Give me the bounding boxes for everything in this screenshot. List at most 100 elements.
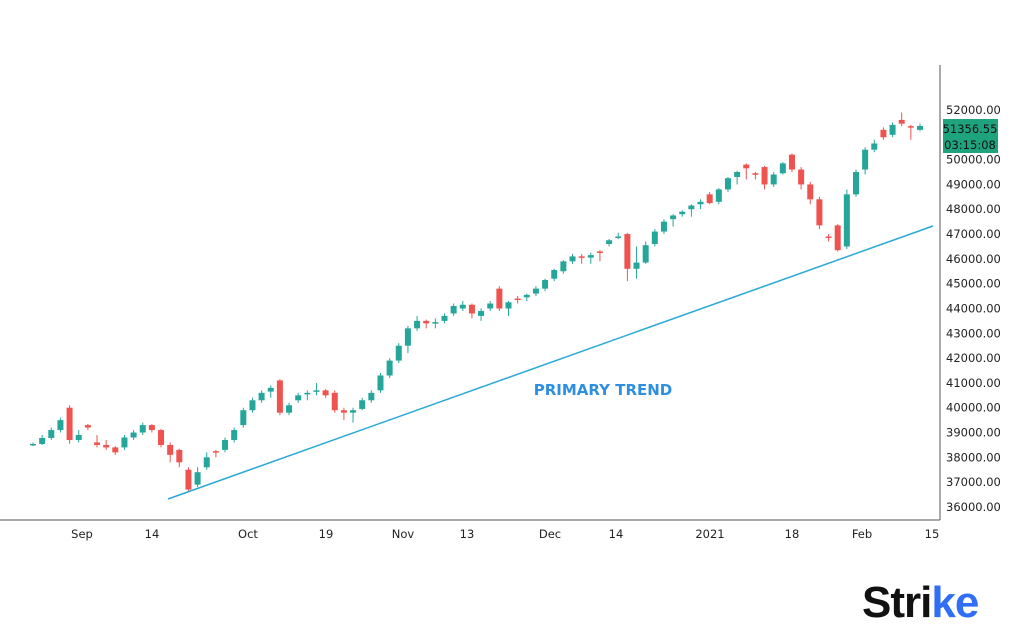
candle xyxy=(679,210,686,217)
candle xyxy=(30,442,36,447)
x-tick-label: 2021 xyxy=(695,527,724,541)
y-tick-label: 46000.00 xyxy=(946,252,1001,266)
candle-body xyxy=(313,390,320,392)
candle-body xyxy=(240,410,247,426)
candle-body xyxy=(478,310,485,316)
candle xyxy=(852,169,859,197)
x-tick-label: Dec xyxy=(539,527,561,541)
candle-body xyxy=(450,305,457,314)
candle xyxy=(624,232,631,282)
candle-body xyxy=(761,167,768,185)
candle-body xyxy=(121,437,128,448)
candle-body xyxy=(706,194,713,204)
y-tick-label: 41000.00 xyxy=(946,376,1001,390)
candle-body xyxy=(30,443,36,446)
y-tick-label: 44000.00 xyxy=(946,301,1001,315)
candle-body xyxy=(862,149,869,170)
candle-body xyxy=(816,199,823,226)
candle-body xyxy=(231,430,238,440)
candle xyxy=(642,241,649,264)
candle xyxy=(148,423,155,433)
candle xyxy=(770,172,777,187)
candle xyxy=(734,170,741,185)
candle xyxy=(249,397,256,413)
candle-body xyxy=(267,387,274,392)
candle xyxy=(496,286,503,311)
candle-body xyxy=(798,169,805,185)
candle xyxy=(39,435,46,445)
candle-body xyxy=(395,345,402,361)
last-price-label: 51356.55 xyxy=(943,122,998,136)
countdown-label: 03:15:08 xyxy=(944,138,996,152)
candle-body xyxy=(57,420,64,431)
candle-body xyxy=(487,303,494,309)
strike-logo: Strike xyxy=(862,578,979,628)
candle-body xyxy=(514,298,521,301)
candle xyxy=(450,303,457,316)
candle-body xyxy=(295,395,302,401)
trendline xyxy=(167,225,934,500)
candle-body xyxy=(112,447,119,453)
candle-body xyxy=(414,320,421,329)
x-tick-label: 13 xyxy=(460,527,475,541)
candle xyxy=(798,167,805,190)
logo-text: Stri xyxy=(862,578,932,627)
candle xyxy=(331,390,338,413)
candle xyxy=(84,423,91,431)
candle xyxy=(112,446,119,455)
candle xyxy=(871,139,878,153)
candle-body xyxy=(496,288,503,309)
candle xyxy=(487,301,494,311)
candle xyxy=(66,405,73,444)
candle-body xyxy=(807,184,814,200)
candle xyxy=(569,253,576,264)
candle-body xyxy=(734,172,741,177)
candle-body xyxy=(167,444,174,455)
candle xyxy=(843,189,850,249)
candle-body xyxy=(139,425,146,433)
candle-body xyxy=(84,425,91,428)
candle xyxy=(167,442,174,463)
x-tick-label: 14 xyxy=(145,527,160,541)
candle-body xyxy=(560,261,567,272)
candle-body xyxy=(779,163,786,174)
logo-accent-text: ke xyxy=(931,578,979,627)
candle xyxy=(523,293,530,302)
candle xyxy=(386,358,393,378)
candle xyxy=(761,165,768,190)
candle-body xyxy=(441,315,448,321)
x-tick-label: Nov xyxy=(392,527,415,541)
candle-body xyxy=(834,225,841,251)
candle xyxy=(432,318,439,329)
candle-body xyxy=(688,205,695,210)
candle-body xyxy=(432,322,439,324)
candle-body xyxy=(724,178,731,190)
candle-body xyxy=(596,251,603,253)
candle-body xyxy=(322,390,329,396)
y-tick-label: 36000.00 xyxy=(946,500,1001,514)
candle xyxy=(542,278,549,292)
candle-body xyxy=(158,430,165,445)
candle xyxy=(724,176,731,192)
candle xyxy=(295,392,302,403)
candle xyxy=(304,390,311,401)
candle xyxy=(103,439,110,450)
candle-body xyxy=(176,449,183,463)
candle xyxy=(706,191,713,205)
candle xyxy=(505,301,512,316)
candle xyxy=(212,449,219,458)
candle-body xyxy=(642,245,649,263)
candle xyxy=(779,162,786,175)
candle-body xyxy=(222,439,229,450)
candle-body xyxy=(587,255,594,258)
y-tick-label: 50000.00 xyxy=(946,153,1001,167)
candle xyxy=(423,319,430,329)
candle xyxy=(441,313,448,324)
candle-body xyxy=(404,328,411,346)
trendline-label: PRIMARY TREND xyxy=(534,381,673,399)
candle xyxy=(276,379,283,416)
candle xyxy=(834,224,841,252)
y-tick-label: 52000.00 xyxy=(946,103,1001,117)
candle-body xyxy=(788,154,795,170)
candle xyxy=(578,253,585,264)
